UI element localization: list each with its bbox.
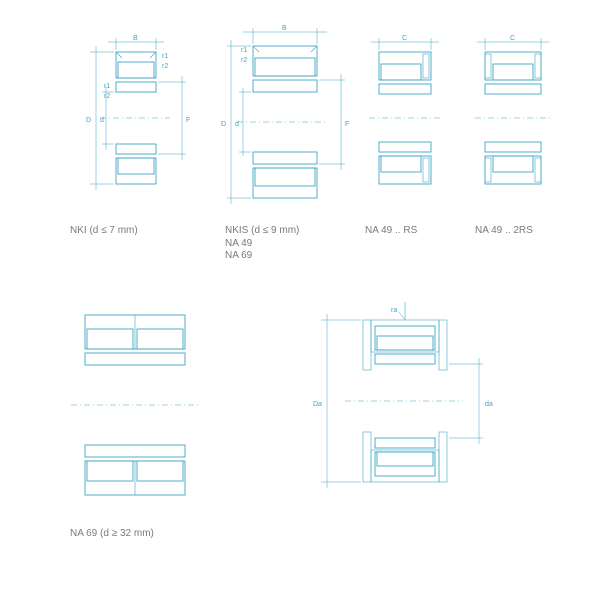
dim-r1a: r1 <box>162 53 168 60</box>
cap-f1: NKI (d ≤ 7 mm) <box>70 225 138 236</box>
dim-r2: r2 <box>241 57 247 64</box>
dim-Da: Da <box>313 401 322 408</box>
dim-C: C <box>402 35 407 42</box>
dim-r1b: r1 <box>104 83 110 90</box>
fig-mounted: Da da ra <box>275 290 535 515</box>
cap-f3: NA 49 .. RS <box>365 225 417 236</box>
cap-f2: NKIS (d ≤ 9 mm) NA 49 NA 69 <box>225 225 299 263</box>
fig-na49-2rs: C <box>455 30 575 215</box>
dim-da: da <box>485 401 493 408</box>
cap-f4: NA 49 .. 2RS <box>475 225 533 236</box>
dim-r2b: r2 <box>104 93 110 100</box>
dim-F: F <box>186 117 190 124</box>
fig-nki-small: B D d F r1 r2 r1 r2 <box>50 30 210 215</box>
fig-na69-large <box>45 295 225 515</box>
dim-d: d <box>235 121 239 128</box>
dim-B: B <box>282 25 287 32</box>
dim-D: D <box>86 117 91 124</box>
fig-nkis-na49-na69: B D d F r1 r2 <box>195 18 370 223</box>
dim-ra: ra <box>391 307 397 314</box>
dim-d: d <box>100 117 104 124</box>
cap-f5: NA 69 (d ≥ 32 mm) <box>70 528 154 539</box>
fig-na49-rs: C <box>345 30 465 215</box>
dim-r1: r1 <box>241 47 247 54</box>
dim-D: D <box>221 121 226 128</box>
dim-B: B <box>133 35 138 42</box>
dim-r2a: r2 <box>162 63 168 70</box>
dim-C: C <box>510 35 515 42</box>
